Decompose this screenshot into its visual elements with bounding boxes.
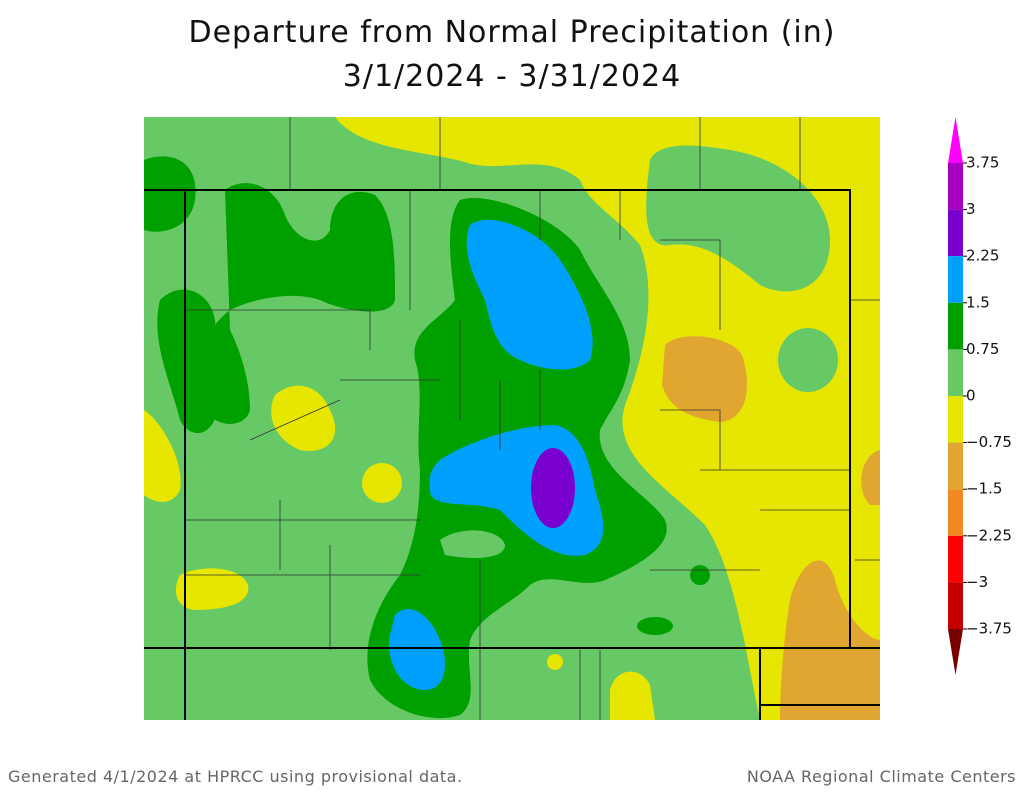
region-yellow bbox=[144, 410, 181, 502]
legend-tick-label: 1.5 bbox=[966, 293, 990, 311]
legend-swatch bbox=[948, 396, 963, 443]
region-yellow bbox=[175, 568, 249, 610]
region-yellow bbox=[610, 671, 655, 720]
map-title: Departure from Normal Precipitation (in) bbox=[188, 15, 835, 50]
region-blue bbox=[466, 219, 593, 370]
county-lines bbox=[185, 117, 880, 720]
legend-tick-label: 0 bbox=[966, 387, 976, 405]
region-green bbox=[778, 328, 838, 392]
legend-arrow bbox=[948, 629, 963, 675]
legend-tick-label: 3.75 bbox=[966, 154, 999, 172]
color-legend: 3.75 3 2.25 1.5 0.75 0 −0.75 −1.5 −2.25 −3 −3.75 bbox=[948, 117, 1012, 675]
legend-arrow bbox=[948, 117, 963, 163]
region-yellow bbox=[271, 385, 336, 451]
map bbox=[144, 117, 880, 720]
legend-swatch bbox=[948, 442, 963, 490]
legend-tick-label: −3.75 bbox=[966, 620, 1012, 638]
region-yellow bbox=[547, 654, 563, 670]
state-boundaries bbox=[144, 189, 880, 720]
region-orange bbox=[662, 336, 747, 422]
region-orange bbox=[780, 560, 880, 720]
region-blue bbox=[389, 609, 445, 690]
region-purple bbox=[531, 448, 575, 528]
map-subtitle: 3/1/2024 - 3/31/2024 bbox=[343, 59, 681, 94]
legend-swatch bbox=[948, 535, 963, 583]
legend-tick-label: −2.25 bbox=[966, 526, 1012, 544]
legend-swatch bbox=[948, 209, 963, 257]
legend-tick-label: 3 bbox=[966, 200, 976, 218]
region-dark-green bbox=[196, 183, 395, 424]
footer-left: Generated 4/1/2024 at HPRCC using provis… bbox=[8, 767, 463, 786]
region-dark-green bbox=[144, 156, 196, 232]
region-dark-green bbox=[157, 289, 220, 434]
legend-tick-label: 2.25 bbox=[966, 247, 999, 265]
legend-swatch bbox=[948, 256, 963, 303]
region-green bbox=[646, 145, 830, 292]
region-dark-green bbox=[637, 617, 673, 635]
legend-swatch bbox=[948, 302, 963, 350]
region-green bbox=[440, 530, 505, 558]
legend-tick-label: −0.75 bbox=[966, 433, 1012, 451]
legend-swatch bbox=[948, 489, 963, 536]
legend-swatch bbox=[948, 349, 963, 396]
region-orange bbox=[861, 450, 880, 505]
footer-right: NOAA Regional Climate Centers bbox=[747, 767, 1016, 786]
legend-tick-label: −3 bbox=[966, 573, 988, 591]
legend-swatch bbox=[948, 582, 963, 629]
legend-swatch bbox=[948, 163, 963, 210]
legend-tick-label: 0.75 bbox=[966, 340, 999, 358]
region-yellow bbox=[362, 463, 402, 503]
region-dark-green bbox=[690, 565, 710, 585]
legend-tick-label: −1.5 bbox=[966, 480, 1002, 498]
